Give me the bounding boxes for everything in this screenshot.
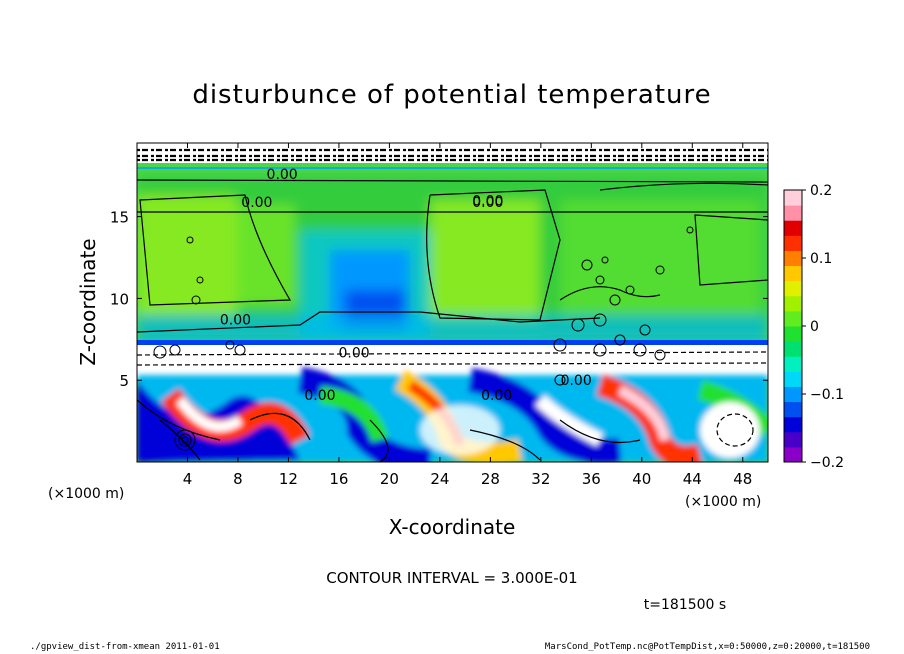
top-noise-band — [137, 143, 768, 163]
colorbar-swatch — [784, 235, 802, 251]
colorbar-swatch — [784, 190, 802, 206]
colorbar-swatch — [784, 295, 802, 312]
contour-label: 0.00 — [338, 345, 369, 361]
x-tick-label: 48 — [733, 470, 752, 488]
colorbar-swatch — [784, 401, 802, 418]
plot-area — [137, 143, 768, 462]
y-tick-label: 5 — [119, 372, 129, 390]
chart-title: disturbunce of potential temperature — [192, 80, 711, 110]
x-tick-label: 44 — [683, 470, 702, 488]
x-unit-left: (×1000 m) — [48, 486, 124, 502]
contour-label: 0.00 — [220, 313, 251, 329]
contour-interval-annotation: CONTOUR INTERVAL = 3.000E-01 — [326, 569, 577, 587]
colorbar-swatch — [784, 356, 802, 372]
small-cells — [153, 226, 694, 451]
colorbar-swatch — [784, 310, 802, 327]
colorbar-swatch — [784, 416, 802, 433]
x-tick-label: 4 — [183, 470, 193, 488]
contour-label: 0.00 — [561, 373, 592, 389]
plot-frame — [136, 142, 769, 463]
colorbar-tick-label: 0 — [810, 319, 819, 335]
colorbar-swatch — [784, 341, 802, 357]
contour-label: 0.00 — [241, 195, 272, 211]
x-tick-label: 36 — [582, 470, 601, 488]
contour-label: 0.00 — [481, 388, 512, 404]
colorbar-swatch — [784, 265, 802, 282]
colorbar-swatch — [784, 220, 802, 236]
x-axis-label: X-coordinate — [389, 515, 516, 539]
y-tick-label: 10 — [110, 290, 129, 308]
colorbar-swatch — [784, 280, 802, 297]
x-tick-label: 32 — [531, 470, 550, 488]
footer-right: MarsCond_PotTemp.nc@PotTempDist,x=0:5000… — [544, 642, 870, 652]
time-label: t=181500 s — [644, 597, 726, 613]
x-tick-label: 28 — [481, 470, 500, 488]
x-tick-label: 40 — [632, 470, 651, 488]
colorbar-tick-label: −0.2 — [810, 455, 844, 471]
contour-label-layer: 0.000.00 0.000.000.000.000.00 0.000.00 — [220, 167, 592, 404]
contour-label: 0.00 — [304, 388, 335, 404]
colorbar: 0.2 0.1 0 −0.1 −0.2 — [783, 183, 844, 471]
inversion-band — [137, 345, 768, 380]
footer-left: ./gpview_dist-from-xmean 2011-01-01 — [30, 642, 220, 652]
x-tick-label: 24 — [430, 470, 449, 488]
colorbar-swatch — [784, 446, 802, 463]
x-tick-label: 20 — [380, 470, 399, 488]
x-unit-right: (×1000 m) — [685, 494, 761, 510]
colorbar-tick-label: 0.1 — [810, 251, 832, 267]
y-tick-label: 15 — [110, 209, 129, 227]
colorbar-swatch — [784, 326, 802, 342]
colorbar-tick-label: −0.1 — [810, 387, 844, 403]
lower-field-shading — [137, 367, 768, 462]
y-axis-label: Z-coordinate — [76, 238, 100, 365]
colorbar-swatch — [784, 205, 802, 221]
x-tick-label: 8 — [233, 470, 243, 488]
x-tick-label: 16 — [329, 470, 348, 488]
contour-label: 0.00 — [472, 193, 503, 209]
contour-label: 0.00 — [267, 167, 298, 183]
colorbar-swatch — [784, 371, 802, 387]
colorbar-swatch — [784, 431, 802, 448]
colorbar-swatch — [784, 386, 802, 403]
colorbar-swatch — [784, 250, 802, 267]
x-tick-label: 12 — [279, 470, 298, 488]
colorbar-tick-label: 0.2 — [810, 183, 832, 199]
contour-label: 0.00 — [472, 195, 503, 211]
